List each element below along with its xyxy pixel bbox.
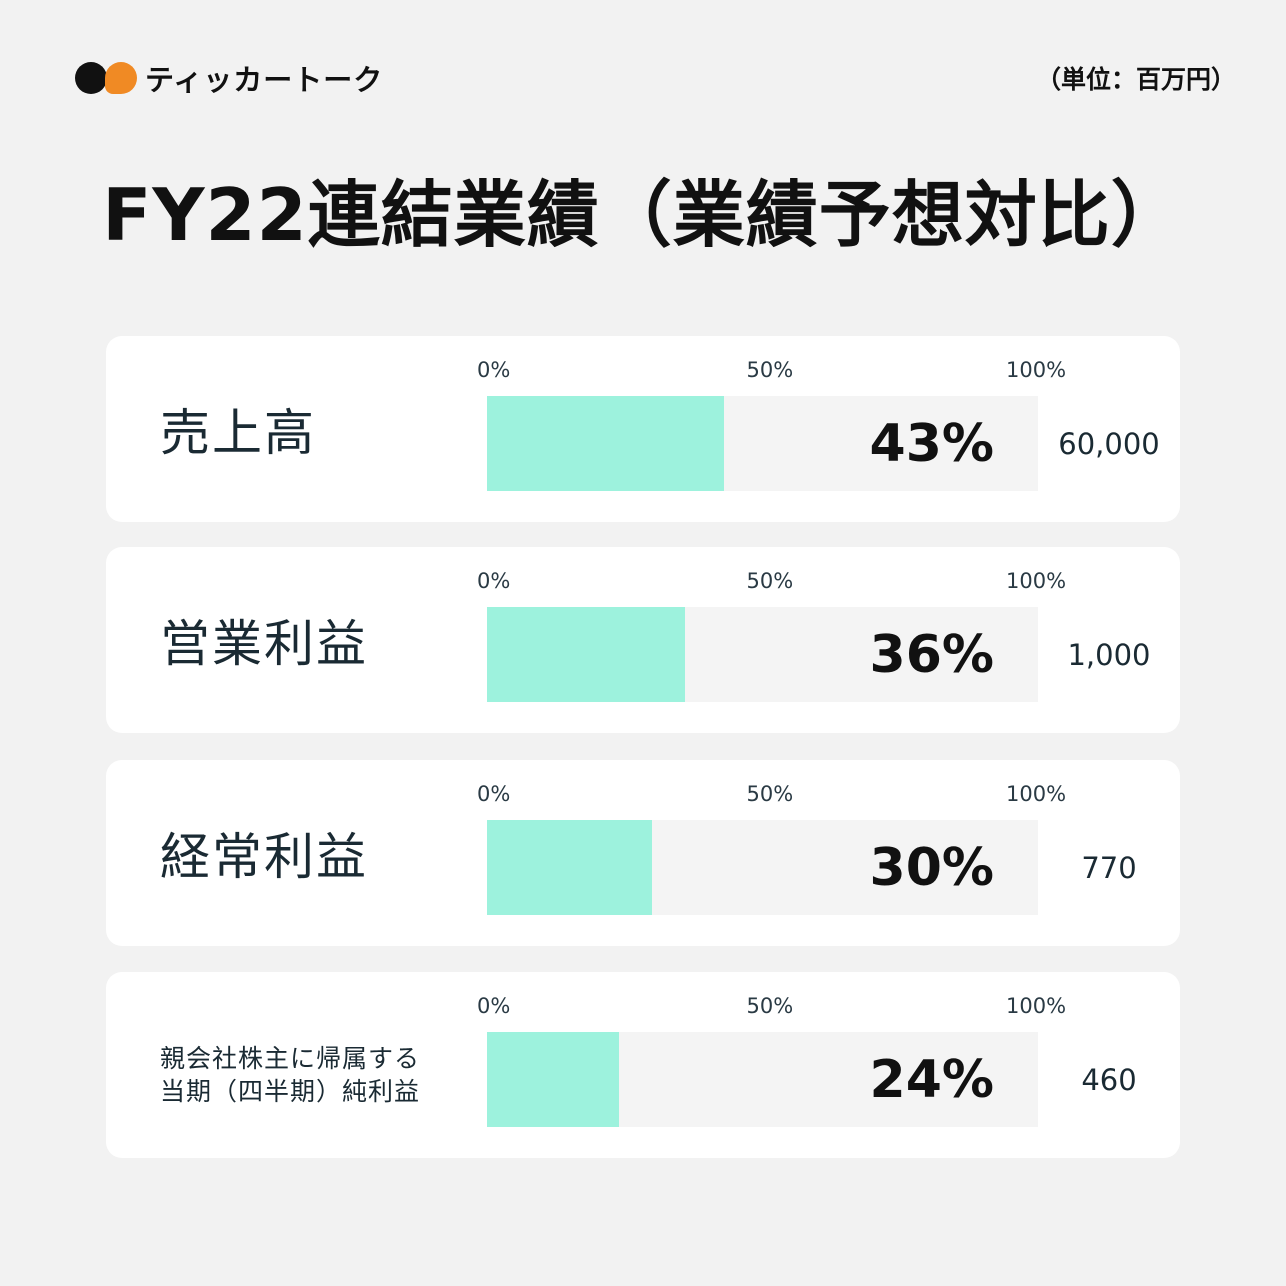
tick-label: 100% — [1006, 569, 1067, 593]
forecast-value: 460 — [1081, 1062, 1137, 1097]
category-label: 売上高 — [160, 404, 316, 462]
percent-label: 36% — [869, 624, 994, 685]
brand-name: ティッカートーク — [145, 63, 384, 97]
bar — [487, 607, 686, 702]
forecast-value: 60,000 — [1058, 426, 1160, 461]
tick-label: 0% — [477, 994, 511, 1018]
bar — [487, 820, 653, 915]
bar — [487, 396, 724, 491]
category-label: 営業利益 — [160, 615, 368, 673]
bar-track: 43% — [487, 396, 1038, 491]
percent-label: 30% — [869, 837, 994, 898]
chart-card: 売上高 0% 50% 100% 43% 60,000 — [106, 336, 1180, 522]
tick-label: 100% — [1006, 358, 1067, 382]
percent-label: 43% — [869, 413, 994, 474]
bar-track: 30% — [487, 820, 1038, 915]
tick-label: 0% — [477, 358, 511, 382]
tick-label: 50% — [746, 569, 794, 593]
forecast-value: 1,000 — [1067, 637, 1151, 672]
chart-card: 親会社株主に帰属する 当期（四半期）純利益 0% 50% 100% 24% 460 — [106, 972, 1180, 1158]
category-label: 親会社株主に帰属する 当期（四半期）純利益 — [160, 1044, 421, 1106]
bar — [487, 1032, 620, 1127]
chart-card: 経常利益 0% 50% 100% 30% 770 — [106, 760, 1180, 946]
chart-card: 営業利益 0% 50% 100% 36% 1,000 — [106, 547, 1180, 733]
unit-label: （単位：百万円） — [1035, 65, 1236, 94]
category-label: 経常利益 — [160, 828, 368, 886]
forecast-value: 770 — [1081, 850, 1137, 885]
brand-logo-icon — [75, 58, 139, 98]
tick-label: 50% — [746, 782, 794, 806]
bar-track: 24% — [487, 1032, 1038, 1127]
page-title: FY22連結業績（業績予想対比） — [102, 173, 1184, 257]
brand: ティッカートーク — [75, 58, 383, 98]
tick-label: 100% — [1006, 782, 1067, 806]
tick-label: 50% — [746, 994, 794, 1018]
percent-label: 24% — [869, 1049, 994, 1110]
tick-label: 100% — [1006, 994, 1067, 1018]
tick-label: 0% — [477, 782, 511, 806]
tick-label: 50% — [746, 358, 794, 382]
bar-track: 36% — [487, 607, 1038, 702]
tick-label: 0% — [477, 569, 511, 593]
